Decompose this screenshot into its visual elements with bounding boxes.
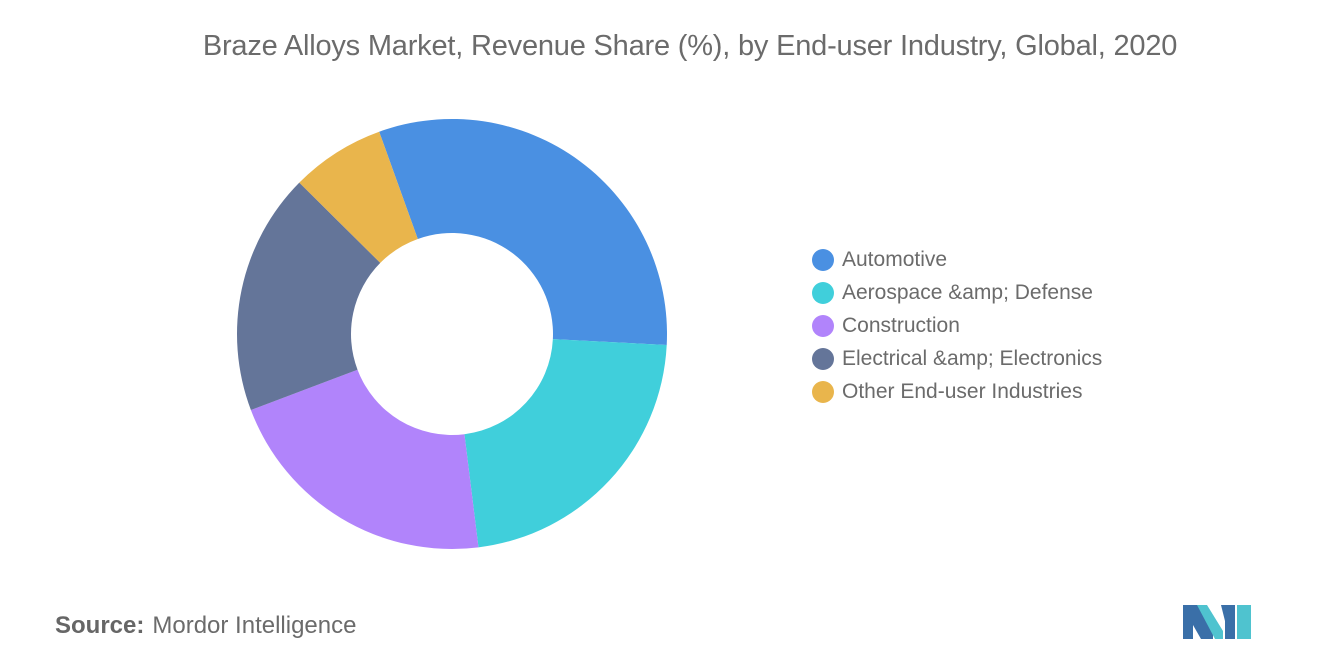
donut-slice-construction bbox=[250, 369, 479, 549]
legend-swatch-aerospace-defense bbox=[812, 282, 834, 305]
legend-swatch-automotive bbox=[812, 249, 834, 272]
legend-label-automotive: Automotive bbox=[842, 248, 948, 272]
legend-item-electrical-electronics: Electrical &amp; Electronics bbox=[812, 342, 1102, 375]
source-value: Mordor Intelligence bbox=[152, 612, 357, 639]
donut-slice-electrical-electronics bbox=[236, 182, 381, 411]
donut-slice-other bbox=[299, 131, 418, 263]
mordor-intelligence-logo-icon bbox=[1183, 605, 1251, 639]
legend-item-aerospace-defense: Aerospace &amp; Defense bbox=[812, 277, 1102, 310]
legend-label-aerospace-defense: Aerospace &amp; Defense bbox=[842, 281, 1093, 305]
donut-slices bbox=[236, 119, 667, 549]
legend-item-construction: Construction bbox=[812, 310, 1102, 343]
legend-swatch-electrical-electronics bbox=[812, 347, 834, 370]
legend-swatch-other bbox=[812, 380, 834, 403]
legend-item-other: Other End-user Industries bbox=[812, 375, 1102, 408]
legend-label-other: Other End-user Industries bbox=[842, 379, 1083, 403]
source-label: Source: bbox=[55, 612, 145, 639]
donut-slice-automotive bbox=[379, 119, 667, 345]
legend-label-construction: Construction bbox=[842, 313, 960, 337]
legend-swatch-construction bbox=[812, 314, 834, 337]
legend-item-automotive: Automotive bbox=[812, 244, 1102, 277]
legend-label-electrical-electronics: Electrical &amp; Electronics bbox=[842, 346, 1103, 370]
chart-title: Braze Alloys Market, Revenue Share (%), … bbox=[202, 30, 1178, 62]
donut-slice-aerospace-defense bbox=[464, 339, 667, 548]
legend: Automotive Aerospace &amp; Defense Const… bbox=[812, 244, 1102, 408]
donut-chart bbox=[236, 119, 667, 549]
source-note: Source: Mordor Intelligence bbox=[55, 612, 356, 640]
